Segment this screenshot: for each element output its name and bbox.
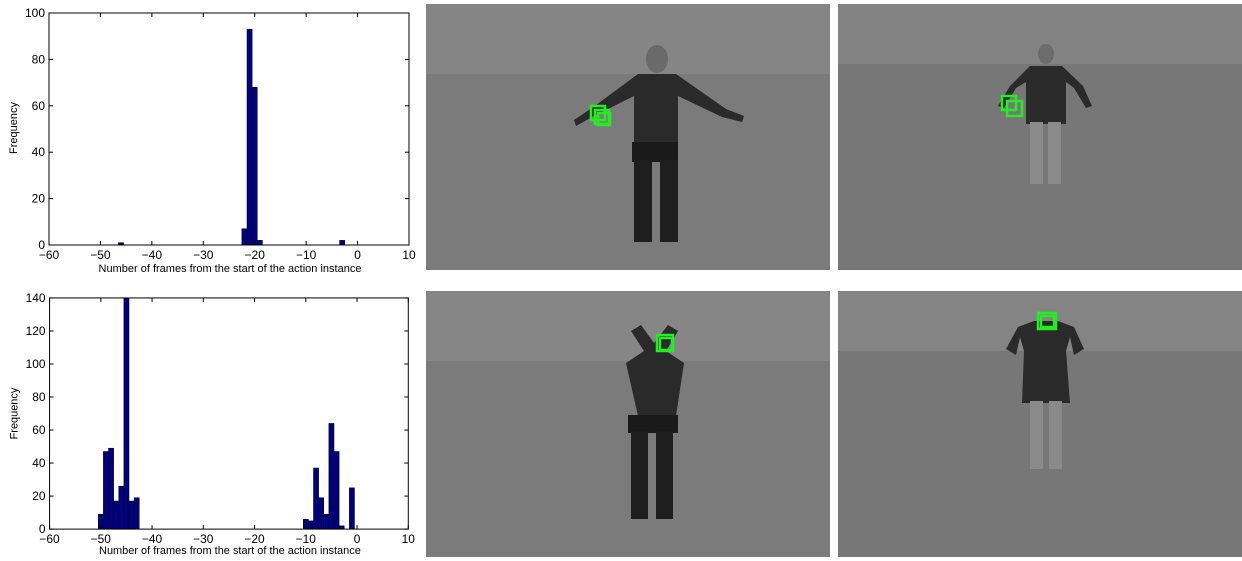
histogram-bar <box>118 485 125 530</box>
histogram-bar <box>241 228 248 246</box>
detection-boxes <box>1036 311 1058 331</box>
y-tick-label: 40 <box>32 456 46 470</box>
person-figure <box>626 325 684 519</box>
histogram-bar <box>128 500 135 530</box>
histogram-bar <box>108 447 114 530</box>
x-tick-label: −10 <box>296 248 317 262</box>
x-tick-label: 0 <box>354 532 361 546</box>
y-tick-label: 20 <box>32 192 46 206</box>
person-figure <box>998 44 1092 184</box>
histogram-top: Frequency Number of frames from the star… <box>8 6 416 275</box>
histogram-bar <box>251 86 258 246</box>
x-tick-label: −50 <box>90 248 111 262</box>
x-tick-label: −40 <box>142 532 163 546</box>
frame-photo-1 <box>426 4 830 270</box>
histogram-bottom: Frequency Number of frames from the star… <box>9 291 416 557</box>
y-tick-label: 0 <box>39 522 46 536</box>
y-tick-label: 100 <box>26 357 46 371</box>
x-tick-label: −20 <box>244 532 265 546</box>
histogram-bar <box>333 451 340 530</box>
histogram-bar <box>103 451 109 530</box>
frame-photo-2 <box>838 4 1242 270</box>
x-tick-label: −50 <box>91 532 112 546</box>
y-axis-label: Frequency <box>8 102 20 154</box>
x-tick-label: −40 <box>142 248 163 262</box>
x-tick-label: −10 <box>296 532 317 546</box>
histogram-bar <box>313 467 319 530</box>
histogram-bar <box>323 513 330 530</box>
x-tick-label: 0 <box>354 248 361 262</box>
y-tick-label: 60 <box>32 423 46 437</box>
frame-photo-3 <box>426 291 830 557</box>
person-figure <box>1006 321 1084 469</box>
x-tick-label: −60 <box>39 532 60 546</box>
histogram-bar <box>349 487 355 530</box>
y-tick-label: 100 <box>25 6 45 20</box>
histogram-bar <box>308 520 314 530</box>
histogram-bar <box>257 240 263 246</box>
x-tick-label: −60 <box>39 248 60 262</box>
detection-boxes <box>1000 94 1024 118</box>
y-axis-label: Frequency <box>9 387 21 439</box>
y-tick-label: 40 <box>32 145 46 159</box>
histogram-bar <box>133 497 140 530</box>
y-tick-label: 0 <box>38 238 45 252</box>
y-tick-label: 60 <box>32 99 46 113</box>
histogram-bar <box>246 28 253 246</box>
y-tick-label: 80 <box>32 52 46 66</box>
frame-photo-4 <box>838 291 1242 557</box>
y-tick-label: 120 <box>26 324 46 338</box>
x-axis-label: Number of frames from the start of the a… <box>99 263 362 275</box>
detection-boxes <box>589 104 612 127</box>
y-tick-label: 80 <box>32 390 46 404</box>
histogram-bar <box>113 500 120 530</box>
detection-boxes <box>655 333 675 353</box>
x-tick-label: −20 <box>245 248 266 262</box>
histogram-bar <box>123 297 130 530</box>
histogram-bar <box>339 240 345 246</box>
x-tick-label: −30 <box>193 248 214 262</box>
x-axis-label: Number of frames from the start of the a… <box>99 545 361 557</box>
plot-frame <box>49 297 409 530</box>
person-figure <box>574 45 744 242</box>
x-tick-label: 10 <box>402 248 416 262</box>
y-tick-label: 140 <box>26 291 46 305</box>
x-tick-label: 10 <box>402 532 416 546</box>
histogram-bar <box>318 497 324 530</box>
histogram-bar <box>328 423 335 530</box>
y-tick-label: 20 <box>32 489 46 503</box>
plot-frame <box>48 12 410 246</box>
x-tick-label: −30 <box>193 532 214 546</box>
